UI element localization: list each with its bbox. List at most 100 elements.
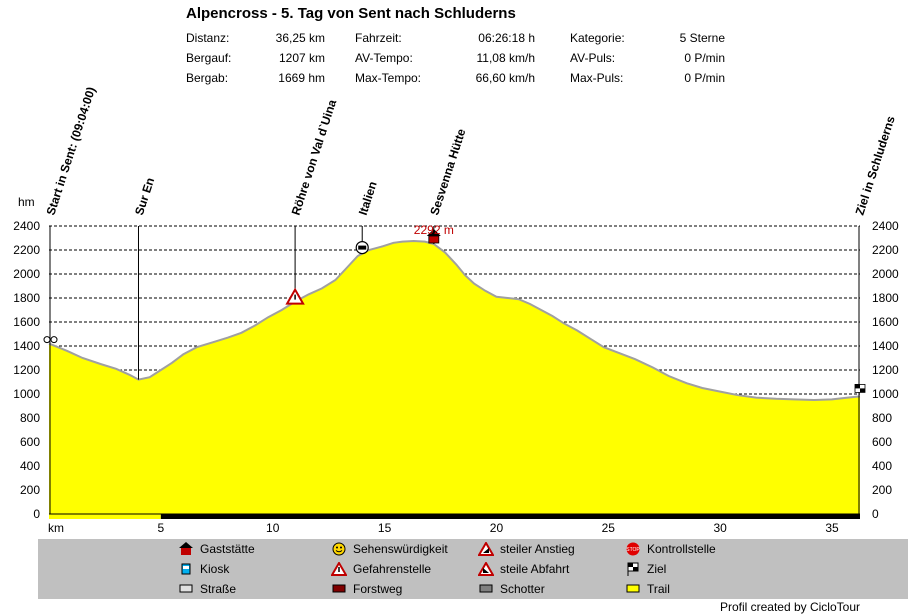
- y-tick-label-left: 2000: [13, 267, 40, 281]
- legend-label: steiler Anstieg: [500, 542, 575, 556]
- peak-label: 2292 m: [414, 223, 454, 237]
- checkered-flag-cell: [860, 388, 865, 393]
- legend-entry: Trail: [625, 582, 670, 596]
- legend-label: Straße: [200, 582, 237, 596]
- y-tick-label-right: 1600: [872, 315, 899, 329]
- y-tick-label-right: 400: [872, 459, 892, 473]
- steep-up-icon: [477, 541, 495, 556]
- x-tick-label: 5: [158, 521, 165, 535]
- smiley-icon: [331, 542, 347, 556]
- y-tick-label-left: 600: [20, 435, 40, 449]
- y-tick-label-right: 2200: [872, 243, 899, 257]
- y-tick-label-right: 800: [872, 411, 892, 425]
- elevation-area: [49, 241, 860, 514]
- warning-icon: [330, 561, 348, 576]
- legend-label: Gaststätte: [200, 542, 255, 556]
- y-tick-label-right: 2000: [872, 267, 899, 281]
- legend-label: steile Abfahrt: [500, 562, 570, 576]
- stat-label: Bergauf:: [186, 51, 232, 65]
- stat-value: 1207 km: [278, 51, 325, 65]
- x-tick-label: 10: [266, 521, 280, 535]
- y-tick-label-right: 600: [872, 435, 892, 449]
- y-tick-label-left: 400: [20, 459, 40, 473]
- y-tick-label-left: 2400: [13, 219, 40, 233]
- stat-label: Max-Tempo:: [355, 71, 422, 85]
- stat-label: AV-Tempo:: [355, 51, 413, 65]
- y-tick-label-left: 0: [33, 507, 40, 521]
- marker-label: Ziel in Schluderns: [853, 114, 898, 217]
- legend: Gaststätte Sehenswürdigkeit steiler Anstie…: [38, 539, 908, 599]
- legend-label: Ziel: [647, 562, 667, 576]
- legend-entry: Gefahrenstelle: [330, 561, 432, 576]
- surface-segment: [49, 514, 161, 519]
- y-tick-label-left: 200: [20, 483, 40, 497]
- y-tick-label-right: 1800: [872, 291, 899, 305]
- y-tick-label-right: 1000: [872, 387, 899, 401]
- stat-label: Kategorie:: [570, 31, 625, 45]
- checkered-flag-cell: [855, 384, 860, 389]
- x-tick-label: 20: [490, 521, 504, 535]
- legend-entry: Kiosk: [178, 562, 229, 576]
- stat-value: 5 Sterne: [679, 31, 725, 45]
- credit-text: Profil created by CicloTour: [719, 600, 860, 614]
- stat-label: Bergab:: [186, 71, 229, 85]
- marker-label: Start in Sent: (09:04:00): [44, 85, 99, 217]
- bike-icon-wheel: [43, 336, 51, 344]
- y-tick-label-left: 1000: [13, 387, 40, 401]
- kiosk-icon: [178, 562, 194, 576]
- stat-value: 06:26:18 h: [478, 31, 535, 45]
- legend-label: Gefahrenstelle: [353, 562, 432, 576]
- y-tick-label-right: 200: [872, 483, 892, 497]
- legend-entry: steile Abfahrt: [477, 561, 570, 576]
- border-icon-bar: [358, 245, 367, 250]
- steep-down-icon: [477, 561, 495, 576]
- svg-text:STOP: STOP: [626, 547, 640, 553]
- trail-swatch: [625, 582, 641, 596]
- checkered-flag-icon: [625, 562, 641, 576]
- house-roof: [426, 229, 441, 236]
- marker-label: Italien: [356, 180, 380, 217]
- legend-label: Trail: [647, 582, 670, 596]
- stat-label: AV-Puls:: [570, 51, 616, 65]
- y-tick-label-left: 1200: [13, 363, 40, 377]
- y-tick-label-right: 1200: [872, 363, 899, 377]
- legend-entry: Schotter: [478, 582, 545, 596]
- stat-value: 11,08 km/h: [476, 51, 535, 65]
- stat-label: Fahrzeit:: [355, 31, 402, 45]
- stat-value: 36,25 km: [275, 31, 325, 45]
- y-axis-label: hm: [18, 195, 35, 209]
- y-tick-label-right: 1400: [872, 339, 899, 353]
- legend-label: Schotter: [500, 582, 545, 596]
- stat-label: Distanz:: [186, 31, 230, 45]
- gravel-swatch: [478, 582, 494, 596]
- stat-value: 0 P/min: [684, 51, 725, 65]
- x-tick-label: 30: [713, 521, 727, 535]
- chart-title: Alpencross - 5. Tag von Sent nach Schlud…: [186, 5, 516, 22]
- x-axis-label: km: [48, 521, 64, 535]
- y-tick-label-left: 800: [20, 411, 40, 425]
- legend-entry: Forstweg: [331, 582, 402, 596]
- legend-entry: Straße: [178, 582, 236, 596]
- marker-label: Sur En: [132, 176, 157, 217]
- x-tick-label: 35: [825, 521, 839, 535]
- legend-label: Kontrollstelle: [647, 542, 716, 556]
- stat-label: Max-Puls:: [570, 71, 624, 85]
- y-tick-label-right: 0: [872, 507, 879, 521]
- forest-road-swatch: [331, 582, 347, 596]
- legend-entry: steiler Anstieg: [477, 541, 575, 556]
- legend-label: Forstweg: [353, 582, 403, 596]
- x-tick-label: 25: [602, 521, 616, 535]
- y-tick-label-right: 2400: [872, 219, 899, 233]
- stop-icon: STOP: [625, 542, 641, 556]
- house-icon: [428, 235, 440, 244]
- x-tick-label: 15: [378, 521, 392, 535]
- legend-entry: STOP Kontrollstelle: [625, 542, 716, 556]
- legend-label: Kiosk: [200, 562, 230, 576]
- y-tick-label-left: 1800: [13, 291, 40, 305]
- axis-layer: 0 0 200 200 400 400 600 600 800 800 1000 1000 1200 12…: [13, 219, 899, 535]
- bike-icon-wheel: [50, 336, 58, 344]
- legend-entry: Sehenswürdigkeit: [331, 542, 448, 556]
- stat-value: 1669 hm: [278, 71, 325, 85]
- legend-entry: Gaststätte: [178, 542, 255, 556]
- y-tick-label-left: 1600: [13, 315, 40, 329]
